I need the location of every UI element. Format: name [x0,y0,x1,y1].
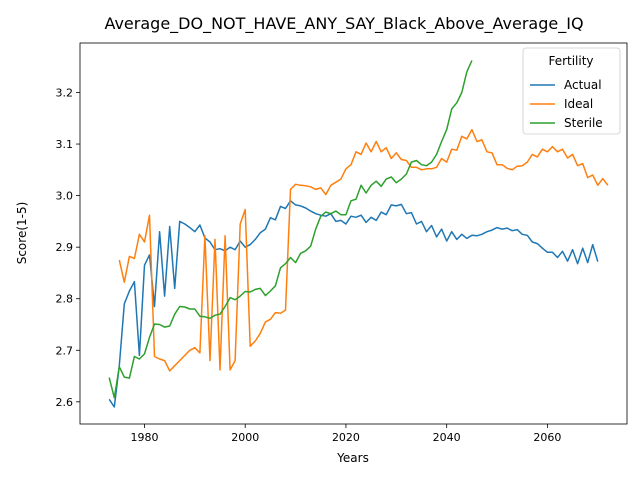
x-tick-label: 1980 [130,431,158,444]
legend-items: Actual Ideal Sterile [530,78,603,130]
series-line-sterile [108,60,473,399]
legend-title: Fertility [548,54,593,68]
legend-box [522,47,621,135]
y-tick-label: 2.8 [56,293,74,306]
series-line-actual [108,200,599,408]
chart-title: Average_DO_NOT_HAVE_ANY_SAY_Black_Above_… [104,14,583,34]
plot-frame [79,42,628,425]
y-axis-label: Score(1-5) [15,202,29,265]
series-layer [108,60,609,408]
x-tick-label: 2000 [231,431,259,444]
legend-label-ideal: Ideal [564,97,593,111]
y-tick-label: 2.7 [56,344,74,357]
x-axis-label: Years [336,451,369,465]
series-line-ideal [118,128,609,372]
y-tick-label: 2.6 [56,396,74,409]
x-tick-label: 2060 [533,431,561,444]
y-tick-label: 3.2 [56,86,74,99]
legend-label-sterile: Sterile [564,116,603,130]
y-tick-label: 2.9 [56,241,74,254]
x-tick-label: 2040 [433,431,461,444]
x-tick-label: 2020 [332,431,360,444]
x-axis: 1980 2000 2020 2040 2060 [130,424,561,444]
legend-label-actual: Actual [564,78,602,92]
y-axis: 2.6 2.7 2.8 2.9 3.0 3.1 3.2 [56,86,80,409]
y-tick-label: 3.0 [56,190,74,203]
legend: Fertility Actual Ideal Sterile [522,47,621,135]
y-tick-label: 3.1 [56,138,74,151]
